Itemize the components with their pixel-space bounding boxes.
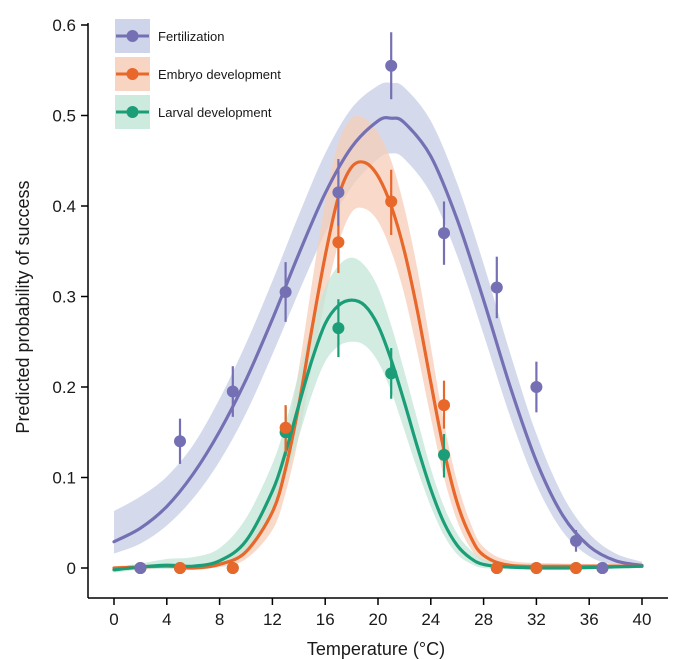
embryo-development-data-point bbox=[530, 562, 543, 574]
embryo-development-legend-marker bbox=[126, 68, 139, 80]
y-tick-label: 0.5 bbox=[52, 107, 76, 126]
y-tick-label: 0 bbox=[67, 559, 76, 578]
fertilization-data-point bbox=[226, 385, 239, 398]
fertilization-data-point bbox=[385, 59, 398, 72]
x-tick-label: 8 bbox=[215, 610, 224, 629]
fertilization-data-point bbox=[279, 285, 292, 298]
fertilization-data-point bbox=[332, 186, 345, 199]
x-tick-label: 0 bbox=[109, 610, 118, 629]
larval-development-data-point bbox=[332, 322, 345, 335]
embryo-development-data-point bbox=[279, 421, 292, 434]
larval-development-fitted-line bbox=[112, 298, 644, 572]
y-tick-label: 0.1 bbox=[52, 469, 76, 488]
y-tick-label: 0.6 bbox=[52, 16, 76, 35]
x-tick-label: 32 bbox=[527, 610, 546, 629]
fertilization-data-point bbox=[490, 281, 503, 294]
y-tick-label: 0.4 bbox=[52, 197, 76, 216]
fertilization-data-point bbox=[570, 534, 582, 547]
fertilization-fitted-line bbox=[112, 116, 644, 567]
confidence-bands bbox=[114, 82, 642, 573]
larval-development-confidence-band bbox=[114, 257, 642, 573]
x-tick-label: 12 bbox=[263, 610, 282, 629]
fertilization-confidence-band bbox=[114, 82, 642, 569]
larval-development-data-point bbox=[385, 367, 398, 380]
fertilization-data-point bbox=[174, 435, 186, 448]
embryo-development-data-point bbox=[385, 195, 398, 208]
x-tick-label: 28 bbox=[474, 610, 493, 629]
x-tick-label: 16 bbox=[316, 610, 335, 629]
embryo-development-confidence-band bbox=[114, 115, 642, 569]
data-points bbox=[134, 59, 609, 574]
embryo-development-data-point bbox=[438, 399, 450, 412]
embryo-development-data-point bbox=[332, 236, 345, 249]
legend: Fertilization Embryo development Larval de… bbox=[115, 19, 281, 129]
embryo-development-data-point bbox=[490, 562, 503, 574]
fitted-curves bbox=[112, 116, 644, 572]
embryo-development-data-point bbox=[570, 562, 582, 574]
x-tick-label: 40 bbox=[633, 610, 652, 629]
x-tick-label: 36 bbox=[580, 610, 599, 629]
axes: 0 0.1 0.2 0.3 0.4 0.5 0.6 0 4 8 12 16 20 24 28 32 36 40 bbox=[52, 16, 668, 629]
y-axis-title: Predicted probability of success bbox=[13, 180, 33, 433]
fertilization-legend-marker bbox=[126, 30, 139, 42]
fertilization-legend-label: Fertilization bbox=[158, 29, 224, 44]
fertilization-data-point bbox=[596, 562, 609, 574]
x-axis-title: Temperature (°C) bbox=[307, 639, 445, 659]
larval-development-legend-marker bbox=[126, 106, 139, 118]
y-tick-label: 0.3 bbox=[52, 288, 76, 307]
x-tick-label: 20 bbox=[369, 610, 388, 629]
embryo-development-data-point bbox=[226, 562, 239, 574]
embryo-development-legend-label: Embryo development bbox=[158, 67, 281, 82]
fertilization-data-point bbox=[530, 381, 543, 393]
fertilization-data-point bbox=[134, 562, 147, 574]
embryo-development-fitted-line bbox=[112, 160, 644, 570]
x-tick-label: 24 bbox=[421, 610, 440, 629]
larval-development-data-point bbox=[438, 448, 450, 461]
larval-development-legend-label: Larval development bbox=[158, 105, 272, 120]
embryo-development-data-point bbox=[174, 562, 186, 574]
y-tick-label: 0.2 bbox=[52, 378, 76, 397]
x-tick-label: 4 bbox=[162, 610, 171, 629]
fertilization-data-point bbox=[438, 227, 450, 240]
